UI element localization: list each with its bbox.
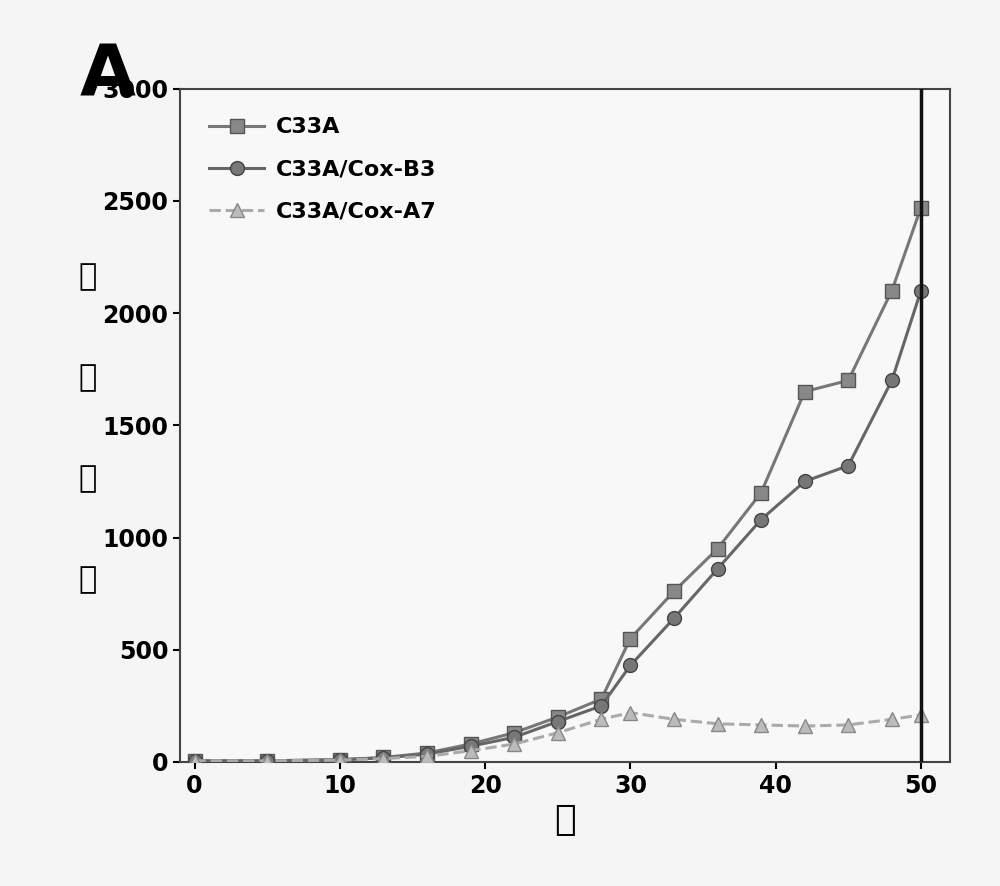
- C33A/Cox-B3: [842, 461, 854, 471]
- C33A: [377, 752, 389, 763]
- C33A/Cox-B3: [668, 613, 680, 624]
- C33A: [261, 756, 273, 766]
- C33A/Cox-A7: [668, 714, 680, 725]
- C33A: [668, 586, 680, 596]
- C33A: [465, 739, 477, 750]
- C33A/Cox-B3: [508, 732, 520, 742]
- C33A/Cox-B3: [189, 756, 201, 766]
- Legend: C33A, C33A/Cox-B3, C33A/Cox-A7: C33A, C33A/Cox-B3, C33A/Cox-A7: [191, 100, 454, 240]
- C33A/Cox-A7: [552, 727, 564, 738]
- C33A/Cox-A7: [799, 720, 811, 731]
- C33A: [624, 633, 636, 644]
- C33A/Cox-A7: [189, 756, 201, 766]
- Text: 体: 体: [78, 464, 97, 494]
- C33A: [842, 375, 854, 385]
- C33A: [552, 711, 564, 722]
- C33A: [334, 754, 346, 765]
- C33A/Cox-A7: [377, 753, 389, 764]
- C33A/Cox-A7: [842, 719, 854, 730]
- C33A/Cox-B3: [377, 752, 389, 763]
- C33A/Cox-B3: [886, 375, 898, 385]
- C33A/Cox-B3: [915, 285, 927, 296]
- C33A/Cox-A7: [465, 745, 477, 756]
- C33A/Cox-B3: [624, 660, 636, 671]
- C33A: [189, 756, 201, 766]
- C33A/Cox-A7: [755, 719, 767, 730]
- C33A/Cox-B3: [595, 701, 607, 711]
- C33A/Cox-B3: [261, 756, 273, 766]
- C33A/Cox-A7: [712, 719, 724, 729]
- C33A/Cox-A7: [261, 756, 273, 766]
- C33A: [595, 694, 607, 704]
- Line: C33A: C33A: [188, 200, 928, 768]
- C33A: [915, 202, 927, 213]
- C33A/Cox-A7: [915, 710, 927, 720]
- C33A/Cox-B3: [712, 563, 724, 574]
- Text: A: A: [80, 42, 136, 111]
- C33A: [712, 543, 724, 554]
- Text: 癌: 癌: [78, 363, 97, 392]
- C33A/Cox-B3: [755, 514, 767, 525]
- C33A/Cox-B3: [465, 741, 477, 751]
- C33A: [886, 285, 898, 296]
- C33A: [799, 386, 811, 397]
- C33A/Cox-B3: [334, 754, 346, 765]
- X-axis label: 天: 天: [554, 804, 576, 837]
- C33A/Cox-A7: [886, 714, 898, 725]
- Line: C33A/Cox-B3: C33A/Cox-B3: [188, 284, 928, 768]
- C33A/Cox-B3: [799, 476, 811, 486]
- C33A/Cox-A7: [421, 751, 433, 762]
- C33A/Cox-A7: [508, 739, 520, 750]
- C33A/Cox-B3: [552, 716, 564, 727]
- C33A: [421, 748, 433, 758]
- Text: 积: 积: [78, 565, 97, 595]
- C33A/Cox-A7: [334, 755, 346, 766]
- C33A/Cox-B3: [421, 749, 433, 759]
- C33A: [755, 487, 767, 498]
- C33A/Cox-A7: [595, 714, 607, 725]
- C33A: [508, 727, 520, 738]
- Text: 肿: 肿: [78, 262, 97, 291]
- Line: C33A/Cox-A7: C33A/Cox-A7: [188, 705, 928, 768]
- C33A/Cox-A7: [624, 707, 636, 718]
